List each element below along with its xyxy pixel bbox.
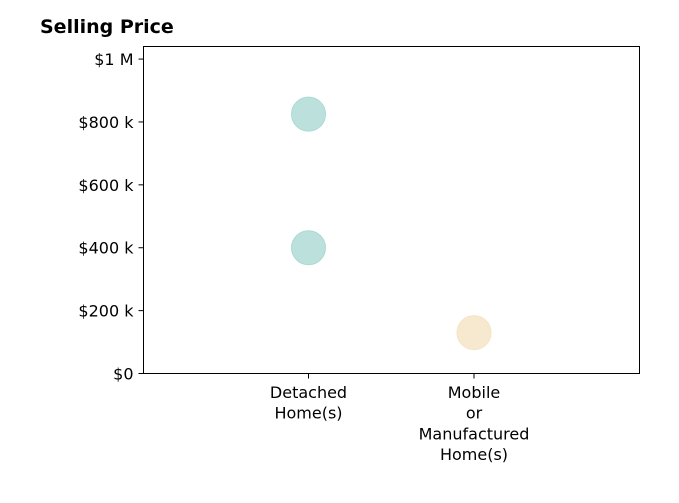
- x-tick-label: or: [466, 404, 483, 423]
- chart-title: Selling Price: [40, 16, 174, 38]
- y-tick-label: $600 k: [78, 176, 134, 195]
- x-tick-label: Mobile: [448, 383, 500, 402]
- y-tick-label: $1 M: [94, 50, 133, 69]
- data-point: [291, 96, 326, 132]
- y-tick-label: $400 k: [78, 239, 134, 258]
- data-points: [291, 96, 492, 351]
- x-tick-label: Manufactured: [419, 424, 530, 443]
- x-tick-label: Home(s): [274, 404, 342, 423]
- plot-frame: [143, 46, 640, 374]
- y-axis: $0 $200 k $400 k $600 k $800 k $1 M: [78, 50, 144, 384]
- y-tick-label: $200 k: [78, 302, 134, 321]
- x-tick-label: Home(s): [440, 445, 508, 464]
- data-point: [456, 315, 492, 351]
- data-point: [291, 230, 326, 266]
- y-tick-label: $0: [113, 365, 133, 384]
- x-tick-label: Detached: [270, 383, 347, 402]
- y-tick-label: $800 k: [78, 113, 134, 132]
